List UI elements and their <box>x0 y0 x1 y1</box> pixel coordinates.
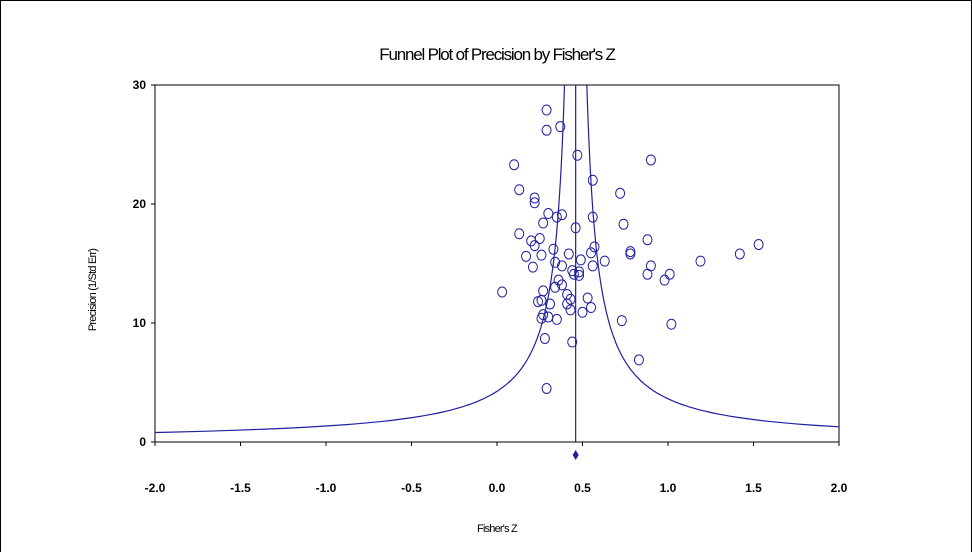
study-point <box>541 124 552 136</box>
x-tick-label: 2.0 <box>831 481 848 495</box>
study-point <box>539 332 550 344</box>
study-point <box>556 209 567 221</box>
study-point <box>562 298 573 310</box>
combined-effect-diamond <box>572 450 579 460</box>
study-point <box>497 286 508 298</box>
study-point <box>734 248 745 260</box>
study-point <box>664 268 675 280</box>
study-point <box>550 281 561 293</box>
x-tick-label: -1.5 <box>230 481 251 495</box>
study-point <box>534 233 545 245</box>
y-tick-label: 20 <box>133 197 147 211</box>
study-point <box>551 313 562 325</box>
study-point <box>586 302 597 314</box>
study-point <box>529 240 540 252</box>
study-point <box>550 256 561 268</box>
study-point <box>616 315 627 327</box>
study-point <box>536 312 547 324</box>
study-point <box>618 218 629 230</box>
study-point <box>509 159 520 171</box>
study-point <box>695 255 706 267</box>
plot-area <box>154 84 840 443</box>
study-point <box>536 249 547 261</box>
study-point <box>556 260 567 272</box>
x-tick-label: 1.5 <box>745 481 762 495</box>
study-point <box>563 248 574 260</box>
study-point <box>567 336 578 348</box>
x-tick-label: -1.0 <box>316 481 337 495</box>
study-point <box>666 318 677 330</box>
study-point <box>538 285 549 297</box>
study-point <box>615 187 626 199</box>
study-point <box>645 154 656 166</box>
study-point <box>538 217 549 229</box>
study-point <box>753 238 764 250</box>
y-tick-label: 0 <box>139 435 146 449</box>
y-axis-label: Precision (1/Std Err) <box>87 249 99 331</box>
study-point <box>575 254 586 266</box>
study-point <box>586 247 597 259</box>
study-point <box>572 149 583 161</box>
study-point <box>574 266 585 278</box>
study-point <box>541 382 552 394</box>
study-point <box>577 306 588 318</box>
study-point <box>565 304 576 316</box>
study-point <box>574 269 585 281</box>
study-point <box>541 104 552 116</box>
study-point <box>555 121 566 133</box>
study-point <box>543 311 554 323</box>
study-point <box>625 246 636 258</box>
x-tick-label: 0.5 <box>574 481 591 495</box>
study-point <box>514 184 525 196</box>
study-point <box>589 241 600 253</box>
study-point <box>545 298 556 310</box>
study-point <box>533 296 544 308</box>
study-point <box>568 268 579 280</box>
study-point <box>543 208 554 220</box>
funnel-right-line <box>586 85 839 428</box>
study-point <box>527 261 538 273</box>
study-point <box>625 248 636 260</box>
study-point <box>587 174 598 186</box>
study-point <box>551 211 562 223</box>
study-point <box>642 234 653 246</box>
study-point <box>587 260 598 272</box>
x-tick-label: -2.0 <box>145 481 166 495</box>
y-tick-label: 10 <box>133 316 147 330</box>
study-point <box>642 268 653 280</box>
y-tick-label: 30 <box>133 78 147 92</box>
study-point <box>548 243 559 255</box>
x-axis-label: Fisher's Z <box>477 523 518 535</box>
study-point <box>529 197 540 209</box>
study-point <box>659 274 670 286</box>
x-tick-label: 1.0 <box>660 481 677 495</box>
study-point <box>587 211 598 223</box>
study-point <box>514 228 525 240</box>
funnel-left-line <box>155 85 566 434</box>
study-point <box>633 354 644 366</box>
study-point <box>556 279 567 291</box>
study-point <box>582 292 593 304</box>
x-tick-label: -0.5 <box>401 481 422 495</box>
study-point <box>521 250 532 262</box>
study-point <box>570 222 581 234</box>
chart-title: Funnel Plot of Precision by Fisher's Z <box>379 45 615 64</box>
study-point <box>599 255 610 267</box>
x-tick-label: 0.0 <box>489 481 506 495</box>
study-point <box>529 192 540 204</box>
